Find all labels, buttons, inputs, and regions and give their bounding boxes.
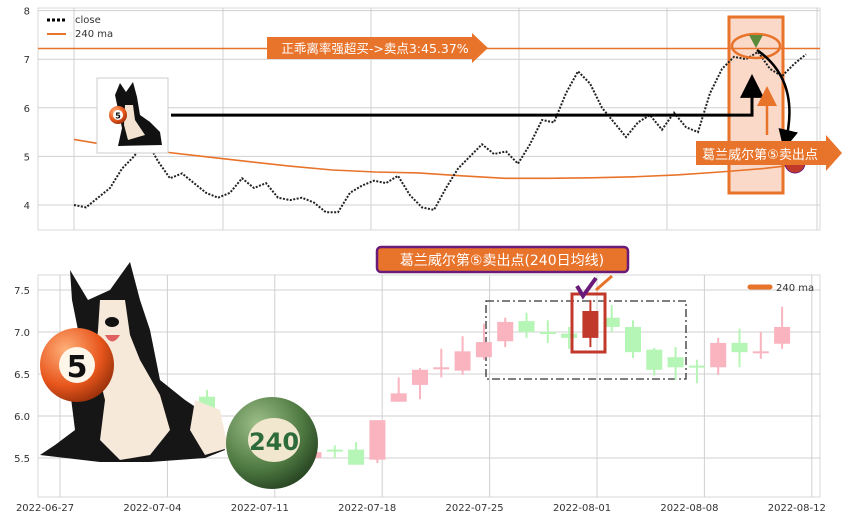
- candle: [731, 328, 748, 368]
- candle: [752, 332, 769, 359]
- candle: [774, 306, 791, 349]
- peak-ellipse: [730, 32, 782, 60]
- x-tick-label: 2022-07-18: [338, 503, 396, 514]
- dog-thumbnail: 5: [96, 77, 169, 154]
- ball-5-label: 5: [67, 350, 88, 385]
- y-tick-label: 8: [24, 7, 30, 18]
- candle-body: [731, 342, 748, 353]
- candle-body: [582, 311, 599, 338]
- candle-body: [369, 420, 386, 460]
- candle-body: [326, 449, 343, 452]
- candle-body: [539, 332, 556, 334]
- candle: [688, 359, 705, 384]
- candle-body: [774, 326, 791, 344]
- ma-240-line: [73, 138, 807, 180]
- y-tick-label: 7: [24, 55, 30, 66]
- candle: [433, 348, 450, 378]
- y-tick-label: 6.0: [14, 412, 30, 423]
- sell-triangle-icon: [749, 35, 763, 48]
- candle: [412, 368, 428, 400]
- support-line-arrow: [171, 73, 764, 117]
- candle-body: [475, 342, 492, 358]
- candle: [539, 320, 556, 343]
- bottom-legend: 240 ma: [747, 283, 814, 294]
- y-tick-label: 5.5: [14, 454, 30, 465]
- y-tick-label: 6: [24, 104, 30, 115]
- top-chart: 4 5 6 7 8 close 240 ma 正乖离率强超买->卖点3:45.37% 葛…: [24, 7, 842, 231]
- candle-body: [454, 351, 471, 371]
- x-tick-label: 2022-08-12: [768, 503, 826, 514]
- bottom-y-axis: 5.5 6.0 6.5 7.0 7.5: [14, 286, 30, 465]
- candle-body: [603, 317, 620, 327]
- candle-body: [710, 342, 727, 368]
- bottom-chart: 5.56.06.57.07.5 2022-06-27 2022-07-04 2022…: [14, 245, 826, 514]
- legend-ma-label: 240 ma: [776, 283, 814, 294]
- candle: [603, 305, 620, 332]
- y-tick-label: 7.0: [14, 328, 30, 339]
- legend-close-label: close: [75, 15, 101, 26]
- x-tick-label: 2022-08-08: [660, 503, 718, 514]
- candle: [561, 326, 578, 349]
- orange-pointer-arrow-icon: [595, 274, 613, 292]
- candle-body: [433, 367, 450, 370]
- candle-body: [518, 321, 535, 332]
- candle: [369, 420, 386, 464]
- candle-body: [688, 365, 705, 368]
- deviation-label: 正乖离率强超买->卖点3:45.37%: [281, 41, 468, 56]
- candle-body: [625, 326, 641, 353]
- candle: [625, 320, 641, 359]
- legend-ma-label: 240 ma: [75, 29, 113, 40]
- candle-body: [348, 449, 365, 465]
- x-tick-label: 2022-06-27: [16, 503, 74, 514]
- y-tick-label: 5: [24, 152, 30, 163]
- candle-body: [412, 369, 428, 385]
- candle: [326, 445, 343, 458]
- x-tick-label: 2022-07-11: [231, 503, 289, 514]
- candle: [667, 347, 684, 380]
- candle: [454, 336, 471, 375]
- candle: [710, 337, 727, 375]
- chart-title-box: [375, 245, 630, 274]
- candle: [348, 442, 365, 465]
- candle-body: [646, 349, 663, 370]
- deviation-banner: [267, 33, 488, 63]
- check-mark-icon: [575, 276, 598, 300]
- signal-candle-box: [570, 292, 607, 354]
- ball-240-label: 240: [249, 428, 299, 456]
- candle: [646, 347, 663, 376]
- chart-title: 葛兰威尔第⑤卖出点(240日均线): [400, 252, 604, 269]
- candle: [518, 312, 535, 338]
- dog-illustration: 5: [40, 262, 228, 462]
- y-tick-label: 4: [24, 201, 30, 212]
- close-line: [73, 50, 807, 214]
- sell-point-label: 葛兰威尔第⑤卖出点: [702, 148, 818, 163]
- candles: [199, 300, 791, 465]
- ball-240: 240: [226, 397, 318, 489]
- x-tick-label: 2022-07-25: [446, 503, 504, 514]
- x-tick-label: 2022-07-04: [123, 503, 181, 514]
- sell-point-banner: [696, 135, 842, 171]
- candle: [497, 317, 514, 348]
- candle-body: [667, 357, 684, 368]
- candle-body: [497, 321, 514, 342]
- candle: [582, 300, 599, 348]
- ball-5-small-label: 5: [115, 112, 121, 121]
- y-tick-label: 7.5: [14, 286, 30, 297]
- top-y-axis: 4 5 6 7 8: [24, 7, 30, 212]
- top-legend: close 240 ma: [47, 15, 113, 40]
- candle: [475, 323, 492, 360]
- candle-body: [752, 351, 769, 354]
- curved-arrow-icon: [756, 48, 799, 150]
- y-tick-label: 6.5: [14, 370, 30, 381]
- candle-body: [390, 393, 407, 402]
- candle-body: [561, 333, 578, 338]
- candle: [390, 377, 407, 402]
- consolidation-box: [485, 300, 687, 380]
- x-tick-label: 2022-08-01: [553, 503, 611, 514]
- bottom-x-axis: 2022-06-27 2022-07-04 2022-07-11 2022-07-18…: [16, 503, 826, 514]
